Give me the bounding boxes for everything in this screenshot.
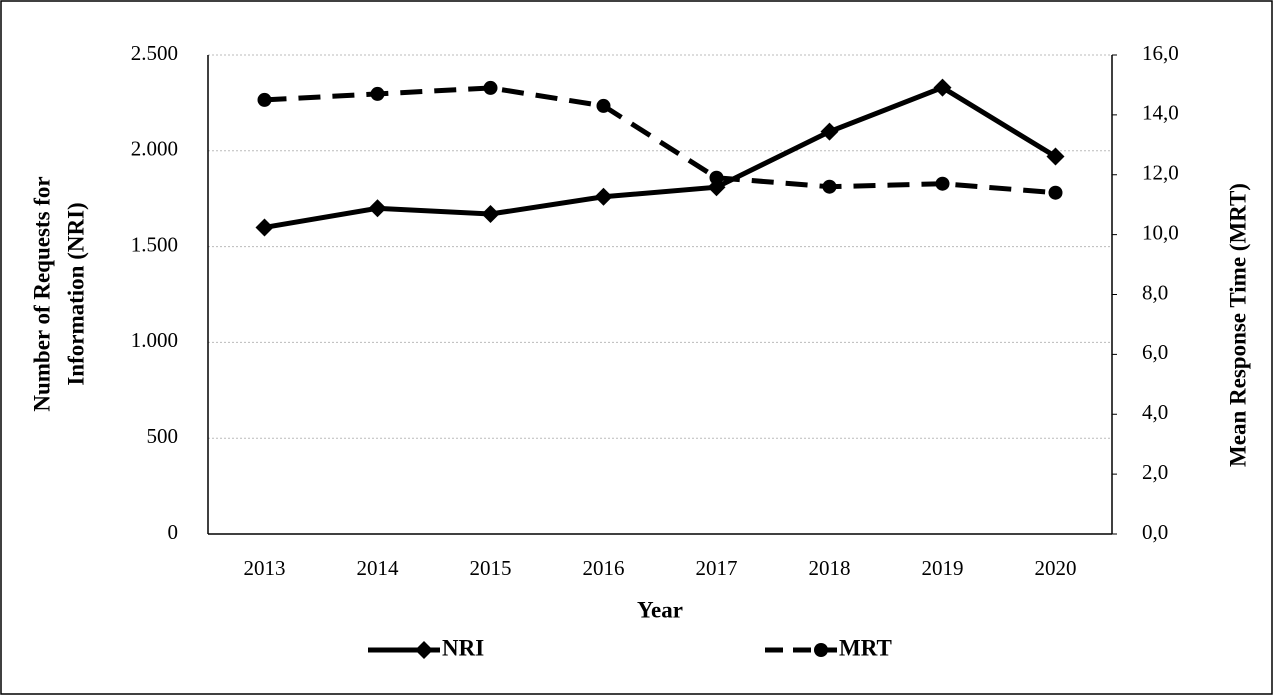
x-axis-label: Year	[637, 597, 683, 622]
marker	[370, 86, 385, 101]
marker	[368, 199, 387, 218]
y-tick-label: 1.500	[131, 232, 178, 256]
marker	[1046, 147, 1065, 166]
marker	[822, 179, 837, 194]
y-tick-label: 1.000	[131, 328, 178, 352]
y-tick-label: 2.000	[131, 137, 178, 161]
x-tick-label: 2020	[1035, 556, 1077, 580]
y2-tick-label: 0,0	[1142, 520, 1168, 544]
y2-tick-label: 6,0	[1142, 340, 1168, 364]
marker	[594, 187, 613, 206]
marker	[709, 170, 724, 185]
legend-label: MRT	[839, 635, 892, 660]
marker	[596, 98, 611, 113]
marker	[1048, 185, 1063, 200]
legend-marker	[415, 641, 433, 659]
legend-marker	[814, 643, 828, 657]
y-tick-label: 500	[147, 424, 179, 448]
y2-tick-label: 12,0	[1142, 161, 1179, 185]
marker	[820, 122, 839, 141]
x-tick-label: 2014	[357, 556, 400, 580]
marker	[483, 80, 498, 95]
marker	[257, 92, 272, 107]
y2-axis-label: Mean Response Time (MRT)	[1225, 183, 1250, 467]
y2-tick-label: 8,0	[1142, 280, 1168, 304]
series-line	[264, 85, 1056, 196]
y-axis-label: Number of Requests for	[29, 176, 54, 411]
y-tick-label: 0	[168, 520, 179, 544]
marker	[935, 176, 950, 191]
x-tick-label: 2015	[470, 556, 512, 580]
y2-tick-label: 14,0	[1142, 101, 1179, 125]
x-tick-label: 2016	[583, 556, 625, 580]
x-tick-label: 2013	[244, 556, 286, 580]
series-line	[264, 84, 1057, 230]
x-tick-label: 2019	[922, 556, 964, 580]
x-tick-label: 2017	[696, 556, 738, 580]
x-tick-label: 2018	[809, 556, 851, 580]
y2-tick-label: 10,0	[1142, 220, 1179, 244]
y2-tick-label: 2,0	[1142, 460, 1168, 484]
y2-tick-label: 16,0	[1142, 41, 1179, 65]
marker	[933, 78, 952, 97]
y-tick-label: 2.500	[131, 41, 178, 65]
y2-tick-label: 4,0	[1142, 400, 1168, 424]
y-axis-label: Information (NRI)	[63, 202, 88, 385]
marker	[481, 205, 500, 224]
marker	[255, 218, 274, 237]
legend-label: NRI	[442, 635, 484, 660]
